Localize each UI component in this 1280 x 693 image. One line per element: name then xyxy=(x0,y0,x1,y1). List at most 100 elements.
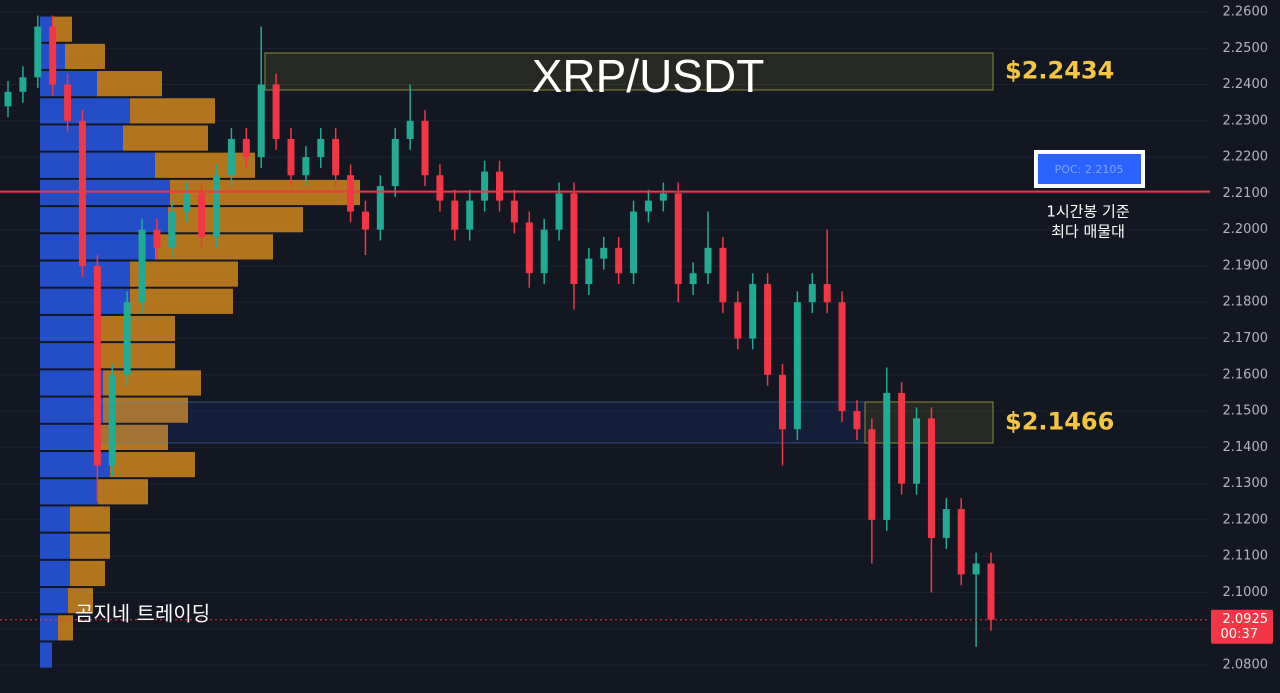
candle-body xyxy=(332,138,340,176)
candle-body xyxy=(659,193,667,201)
candle-body xyxy=(64,84,72,121)
profile-sell xyxy=(70,506,110,532)
profile-buy xyxy=(40,152,155,178)
candle-body xyxy=(49,26,57,85)
profile-sell xyxy=(103,370,201,396)
candle-body xyxy=(987,563,995,620)
candle-body xyxy=(644,200,652,212)
candle-body xyxy=(4,91,12,107)
candle-body xyxy=(138,229,146,303)
y-tick-label: 2.1500 xyxy=(1223,404,1269,419)
y-tick-label: 2.2500 xyxy=(1223,41,1269,56)
candle-body xyxy=(213,175,221,237)
candle-body xyxy=(317,138,325,158)
candle-body xyxy=(93,265,101,466)
y-tick-label: 2.2600 xyxy=(1223,4,1269,19)
y-tick-label: 2.1300 xyxy=(1223,476,1269,491)
candle-body xyxy=(630,211,638,274)
y-tick-label: 2.1600 xyxy=(1223,367,1269,382)
profile-sell xyxy=(65,43,105,70)
zone-label: $2.1466 xyxy=(1005,408,1114,436)
candle-body xyxy=(227,138,235,176)
profile-buy xyxy=(40,424,98,450)
countdown: 00:37 xyxy=(1221,627,1258,642)
candle-body xyxy=(734,302,742,339)
candle-body xyxy=(615,247,623,274)
y-tick-label: 2.1700 xyxy=(1223,331,1269,346)
candle-body xyxy=(525,222,533,274)
zone-band xyxy=(99,401,866,444)
candle-body xyxy=(704,247,712,274)
y-tick-label: 2.0800 xyxy=(1223,658,1269,673)
candle-body xyxy=(287,138,295,176)
candle-body xyxy=(302,157,310,176)
y-tick-label: 2.2100 xyxy=(1223,186,1269,201)
candle-body xyxy=(257,84,265,158)
candle-body xyxy=(585,258,593,285)
zone-label: $2.2434 xyxy=(1005,56,1114,84)
candle-body xyxy=(555,193,563,230)
candle-body xyxy=(466,200,474,230)
poc-label: POC: 2.2105 xyxy=(1055,163,1124,176)
profile-sell xyxy=(58,615,73,641)
profile-buy xyxy=(40,560,70,587)
candle-body xyxy=(108,374,116,466)
y-tick-label: 2.1100 xyxy=(1223,549,1269,564)
candle-body xyxy=(972,563,980,575)
profile-sell xyxy=(97,71,162,97)
profile-sell xyxy=(123,125,208,151)
candle-body xyxy=(883,392,891,520)
y-tick-label: 2.2200 xyxy=(1223,150,1269,165)
candle-body xyxy=(927,418,935,539)
candle-body xyxy=(496,171,503,201)
candle-body xyxy=(183,193,191,212)
candle-body xyxy=(868,429,876,520)
candle-body xyxy=(123,302,131,375)
candle-body xyxy=(168,211,176,248)
y-tick-label: 2.1400 xyxy=(1223,440,1269,455)
candle-body xyxy=(913,418,921,484)
candle-body xyxy=(510,200,518,223)
candle-body xyxy=(406,120,414,139)
profile-sell xyxy=(70,533,110,559)
candle-body xyxy=(689,273,697,285)
profile-buy xyxy=(40,615,58,641)
profile-sell xyxy=(168,207,303,233)
candle-body xyxy=(600,247,608,259)
candle-body xyxy=(421,120,429,176)
profile-buy xyxy=(40,16,52,42)
zone xyxy=(264,52,994,91)
candle-body xyxy=(153,229,161,248)
profile-sell xyxy=(155,152,255,178)
candle-body xyxy=(481,171,489,201)
candle-body xyxy=(778,374,786,430)
y-tick-label: 2.2400 xyxy=(1223,77,1269,92)
candle-body xyxy=(808,284,816,303)
poc-box xyxy=(1034,150,1145,188)
profile-buy xyxy=(40,533,70,559)
profile-sell xyxy=(68,588,93,614)
y-tick-label: 2.2000 xyxy=(1223,222,1269,237)
profile-sell xyxy=(97,315,175,342)
candle-body xyxy=(540,229,548,274)
candle-body xyxy=(719,247,727,303)
candle-body xyxy=(853,411,861,430)
last-price-box xyxy=(1211,609,1273,644)
profile-sell xyxy=(130,261,238,287)
profile-sell xyxy=(98,479,148,505)
candle-body xyxy=(823,284,831,303)
profile-sell xyxy=(52,16,72,42)
chart-title: XRP/USDT xyxy=(532,50,765,102)
profile-sell xyxy=(97,343,175,369)
candle-body xyxy=(570,193,578,285)
candle-body xyxy=(198,193,206,237)
candle-body xyxy=(749,284,757,339)
candle-body xyxy=(361,211,369,230)
candle-body xyxy=(19,77,27,92)
y-tick-label: 2.1000 xyxy=(1223,585,1269,600)
candle-body xyxy=(898,392,906,484)
y-tick-label: 2.2300 xyxy=(1223,113,1269,128)
candle-body xyxy=(957,509,965,575)
profile-buy xyxy=(40,343,97,369)
